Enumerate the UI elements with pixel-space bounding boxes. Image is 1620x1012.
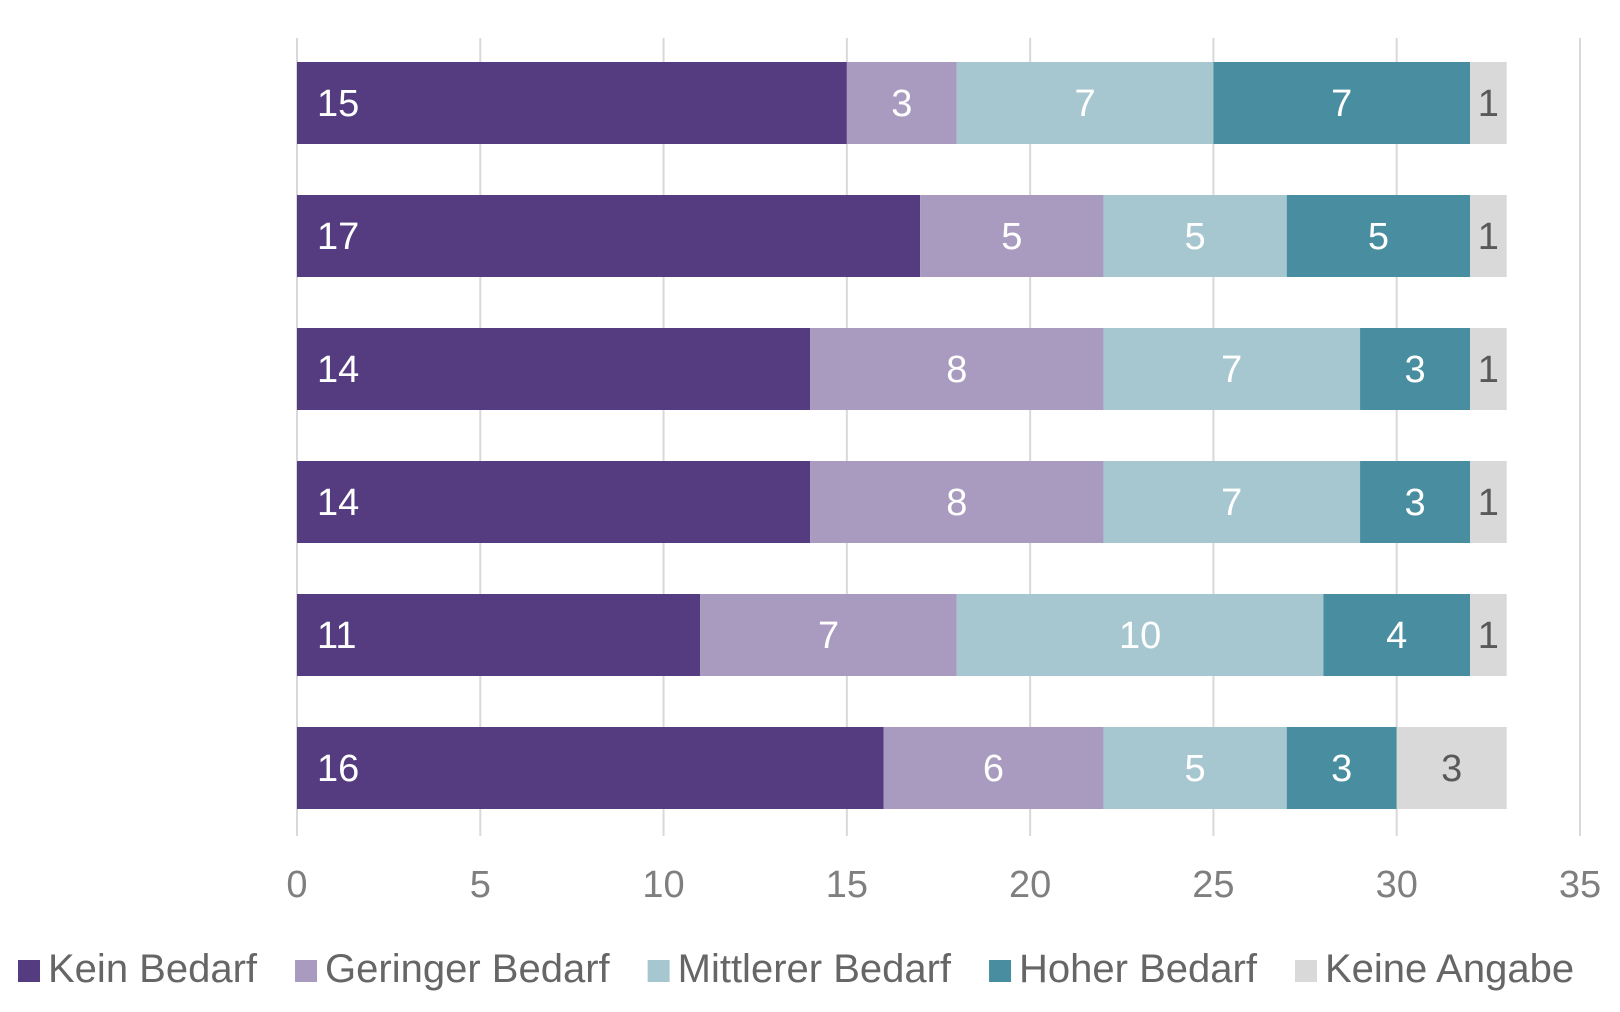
legend-label-geringer-bedarf: Geringer Bedarf bbox=[325, 947, 610, 991]
bar-3-keine-angabe bbox=[1470, 328, 1507, 410]
legend-swatch-hoher-bedarf bbox=[989, 960, 1012, 982]
data-label-1-geringer-bedarf: 3 bbox=[891, 83, 912, 125]
data-label-2-hoher-bedarf: 5 bbox=[1368, 216, 1389, 258]
data-label-3-geringer-bedarf: 8 bbox=[946, 349, 967, 391]
bar-6-mittlerer-bedarf bbox=[1103, 727, 1287, 809]
bar-6-kein-bedarf bbox=[297, 727, 884, 809]
bar-5-kein-bedarf bbox=[297, 594, 701, 676]
data-label-1-mittlerer-bedarf: 7 bbox=[1075, 83, 1096, 125]
bar-3-hoher-bedarf bbox=[1360, 328, 1471, 410]
legend-swatch-kein-bedarf bbox=[18, 960, 40, 982]
legend-swatch-mittlerer-bedarf bbox=[647, 960, 670, 982]
bar-6-hoher-bedarf bbox=[1286, 727, 1397, 809]
bar-3-geringer-bedarf bbox=[810, 328, 1104, 410]
bar-2-mittlerer-bedarf bbox=[1103, 195, 1287, 277]
legend-label-hoher-bedarf: Hoher Bedarf bbox=[1019, 947, 1258, 991]
data-label-6-mittlerer-bedarf: 5 bbox=[1185, 748, 1206, 790]
x-tick-label-10: 10 bbox=[642, 864, 684, 906]
data-label-3-mittlerer-bedarf: 7 bbox=[1221, 349, 1242, 391]
x-tick-label-30: 30 bbox=[1376, 864, 1418, 906]
data-label-2-geringer-bedarf: 5 bbox=[1001, 216, 1022, 258]
data-label-5-mittlerer-bedarf: 10 bbox=[1119, 615, 1161, 657]
bar-1-geringer-bedarf bbox=[846, 62, 957, 144]
bar-5-mittlerer-bedarf bbox=[956, 594, 1324, 676]
data-label-3-kein-bedarf: 14 bbox=[317, 349, 359, 391]
x-axis: 0 5 10 15 20 25 30 35 bbox=[286, 864, 1601, 906]
legend-label-kein-bedarf: Kein Bedarf bbox=[48, 947, 258, 991]
data-label-4-keine-angabe: 1 bbox=[1478, 482, 1499, 524]
data-label-4-geringer-bedarf: 8 bbox=[946, 482, 967, 524]
bar-4-mittlerer-bedarf bbox=[1103, 461, 1361, 543]
data-label-6-hoher-bedarf: 3 bbox=[1331, 748, 1352, 790]
legend-label-keine-angabe: Keine Angabe bbox=[1325, 947, 1574, 991]
data-label-1-hoher-bedarf: 7 bbox=[1331, 83, 1352, 125]
bar-1-mittlerer-bedarf bbox=[956, 62, 1214, 144]
data-label-2-keine-angabe: 1 bbox=[1478, 216, 1499, 258]
data-label-2-kein-bedarf: 17 bbox=[317, 216, 359, 258]
data-label-1-keine-angabe: 1 bbox=[1478, 83, 1499, 125]
bar-2-hoher-bedarf bbox=[1286, 195, 1471, 277]
data-label-4-kein-bedarf: 14 bbox=[317, 482, 359, 524]
bar-4-keine-angabe bbox=[1470, 461, 1507, 543]
bar-4-geringer-bedarf bbox=[810, 461, 1104, 543]
data-label-1-kein-bedarf: 15 bbox=[317, 83, 359, 125]
bar-2-keine-angabe bbox=[1470, 195, 1507, 277]
legend-swatch-geringer-bedarf bbox=[295, 960, 318, 982]
bar-4-kein-bedarf bbox=[297, 461, 811, 543]
data-label-4-mittlerer-bedarf: 7 bbox=[1221, 482, 1242, 524]
bar-5-geringer-bedarf bbox=[700, 594, 957, 676]
data-label-6-geringer-bedarf: 6 bbox=[983, 748, 1004, 790]
x-tick-label-5: 5 bbox=[470, 864, 491, 906]
data-label-4-hoher-bedarf: 3 bbox=[1404, 482, 1425, 524]
legend: Kein Bedarf Geringer Bedarf Mittlerer Beda… bbox=[18, 947, 1574, 991]
data-label-6-keine-angabe: 3 bbox=[1441, 748, 1462, 790]
data-label-6-kein-bedarf: 16 bbox=[317, 748, 359, 790]
bar-1-hoher-bedarf bbox=[1213, 62, 1471, 144]
bars bbox=[297, 62, 1507, 809]
x-tick-label-0: 0 bbox=[286, 864, 307, 906]
x-tick-label-35: 35 bbox=[1559, 864, 1601, 906]
bar-1-keine-angabe bbox=[1470, 62, 1507, 144]
data-label-5-geringer-bedarf: 7 bbox=[818, 615, 839, 657]
bar-2-kein-bedarf bbox=[297, 195, 921, 277]
legend-label-mittlerer-bedarf: Mittlerer Bedarf bbox=[678, 947, 952, 991]
bar-4-hoher-bedarf bbox=[1360, 461, 1471, 543]
bar-3-kein-bedarf bbox=[297, 328, 811, 410]
bar-1-kein-bedarf bbox=[297, 62, 847, 144]
bar-2-geringer-bedarf bbox=[920, 195, 1104, 277]
data-labels: 15 3 7 7 117 5 5 5 114 8 7 3 114 8 7 3 111 7 10 4 116 6 5 3 3 bbox=[317, 83, 1499, 790]
data-label-5-kein-bedarf: 11 bbox=[317, 615, 356, 657]
data-label-5-hoher-bedarf: 4 bbox=[1386, 615, 1407, 657]
bar-3-mittlerer-bedarf bbox=[1103, 328, 1361, 410]
x-tick-label-20: 20 bbox=[1009, 864, 1051, 906]
x-tick-label-25: 25 bbox=[1192, 864, 1234, 906]
bar-6-keine-angabe bbox=[1396, 727, 1507, 809]
data-label-3-keine-angabe: 1 bbox=[1478, 349, 1499, 391]
gridlines bbox=[296, 38, 1581, 836]
bar-5-hoher-bedarf bbox=[1323, 594, 1471, 676]
bar-5-keine-angabe bbox=[1470, 594, 1507, 676]
data-label-3-hoher-bedarf: 3 bbox=[1404, 349, 1425, 391]
x-tick-label-15: 15 bbox=[826, 864, 868, 906]
legend-swatch-keine-angabe bbox=[1294, 960, 1317, 982]
data-label-5-keine-angabe: 1 bbox=[1478, 615, 1499, 657]
data-label-2-mittlerer-bedarf: 5 bbox=[1185, 216, 1206, 258]
bar-6-geringer-bedarf bbox=[883, 727, 1104, 809]
